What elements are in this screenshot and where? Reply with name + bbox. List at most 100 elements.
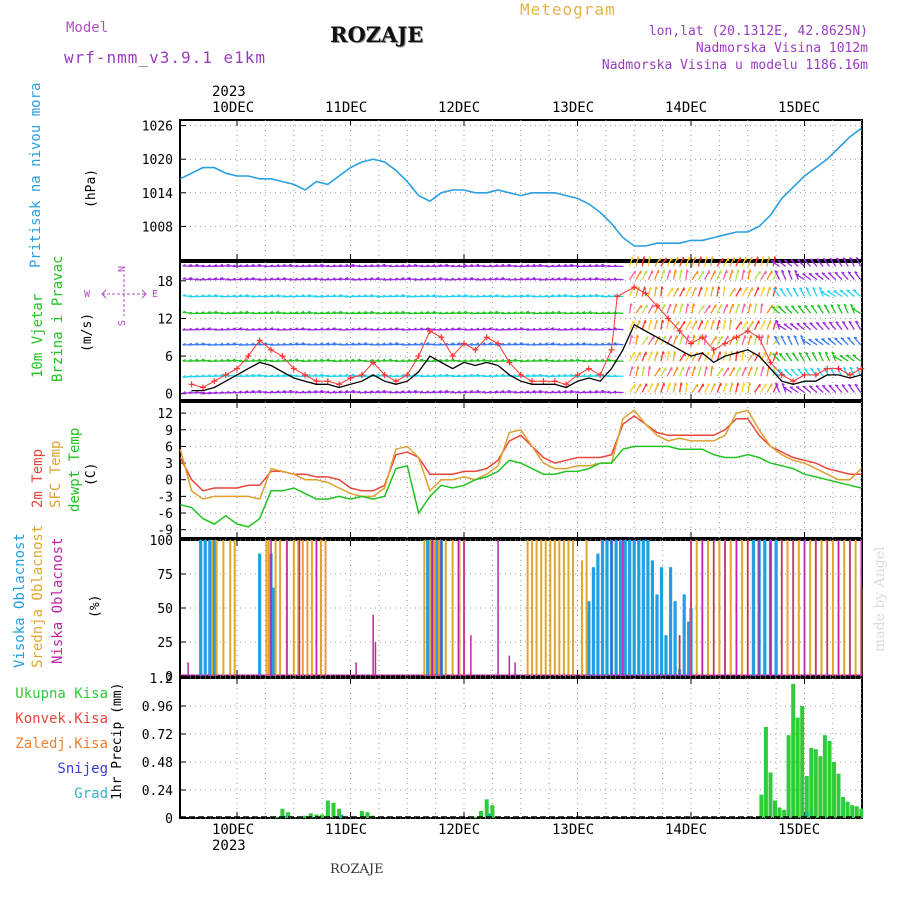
wind-arrow-head-icon — [338, 390, 342, 393]
wind-arrow-head-icon — [556, 327, 561, 331]
cloud-mid-bar — [831, 540, 834, 676]
cloud-low-bar — [270, 540, 272, 676]
wind-arrow-head-icon — [301, 277, 305, 280]
wind-arrow-icon — [729, 257, 735, 267]
wind-arrow-head-icon — [432, 327, 436, 331]
wind-arrow-head-icon — [319, 294, 324, 298]
wind-arrow-icon — [685, 303, 689, 314]
wind-arrow-head-icon — [507, 311, 511, 314]
cloud-mid-bar — [265, 540, 268, 676]
wind-arrow-head-icon — [400, 359, 405, 362]
cloud-low-bar — [298, 540, 301, 676]
wind-arrow-head-icon — [688, 256, 691, 261]
wind-arrow-icon — [766, 270, 773, 280]
cloud-high-bar — [619, 540, 623, 676]
wind-arrow-head-icon — [531, 311, 536, 315]
wind-arrow-head-icon — [705, 334, 708, 338]
wind-arrow-icon — [791, 352, 799, 362]
wind-arrow-head-icon — [531, 327, 536, 331]
wind-arrow-head-icon — [201, 311, 205, 314]
wind-arrow-head-icon — [357, 277, 361, 281]
precip-total-bar — [813, 749, 818, 818]
wind-arrow-icon — [282, 391, 293, 394]
wind-arrow-head-icon — [201, 342, 205, 345]
day-label-top-2: 12DEC — [438, 100, 481, 116]
wind-arrow-head-icon — [661, 319, 665, 323]
wind-arrow-head-icon — [288, 358, 292, 361]
wind-arrow-head-icon — [438, 276, 442, 280]
wind-arrow-icon — [771, 306, 780, 314]
wind-arrow-icon — [629, 334, 633, 345]
wind-arrow-head-icon — [232, 277, 236, 281]
wind-arrow-head-icon — [544, 294, 548, 297]
cloud-high-bar — [208, 540, 212, 676]
wind-arrow-head-icon — [450, 358, 455, 361]
wind-arrow-head-icon — [244, 293, 249, 297]
wind-arrow-icon — [251, 265, 262, 268]
wind-arrow-head-icon — [723, 286, 727, 290]
wind-arrow-head-icon — [469, 389, 473, 393]
wind-arrow-head-icon — [724, 319, 727, 323]
wind-arrow-icon — [814, 272, 824, 281]
wind-arrow-head-icon — [282, 327, 286, 331]
cloud-high-bar — [623, 540, 627, 676]
precip-total-bar — [490, 805, 495, 818]
wind-arrow-icon — [728, 269, 733, 280]
wind-arrow-icon — [629, 303, 632, 314]
wind-arrow-head-icon — [494, 277, 498, 280]
wind-arrow-head-icon — [413, 263, 417, 266]
wind-arrow-icon — [704, 270, 710, 280]
wind-arrow-head-icon — [694, 366, 697, 370]
wind-arrow-head-icon — [332, 310, 336, 314]
wind-arrow-head-icon — [201, 391, 205, 395]
wind-arrow-head-icon — [848, 320, 852, 324]
wind-arrow-icon — [660, 257, 667, 267]
wind-arrow-icon — [697, 256, 702, 267]
wind-arrow-head-icon — [182, 374, 186, 378]
compass-w: W — [84, 289, 91, 300]
wind-arrow-head-icon — [438, 342, 442, 346]
wind-arrow-head-icon — [581, 374, 586, 377]
wind-arrow-head-icon — [613, 294, 617, 297]
wind-arrow-icon — [629, 383, 636, 393]
wind-arrow-head-icon — [432, 359, 436, 362]
ytick-label-cloud: 50 — [157, 602, 173, 617]
wind-arrow-head-icon — [301, 264, 305, 267]
ytick-label-temp: 3 — [165, 457, 173, 472]
wind-arrow-head-icon — [600, 294, 604, 298]
wind-arrow-icon — [760, 334, 764, 345]
wind-arrow-head-icon — [369, 359, 373, 362]
wind-arrow-icon — [451, 343, 462, 346]
precip-total-bar — [782, 809, 787, 818]
wind-arrow-head-icon — [226, 327, 230, 330]
wind-gust-line — [191, 286, 862, 389]
wind-arrow-head-icon — [711, 256, 714, 260]
wind-arrow-head-icon — [325, 264, 330, 268]
wind-arrow-head-icon — [400, 327, 405, 331]
wind-arrow-head-icon — [251, 294, 255, 298]
wind-arrow-head-icon — [276, 359, 280, 362]
wind-arrow-head-icon — [519, 359, 523, 362]
cloud-mid-bar — [854, 540, 857, 676]
wind-arrow-icon — [629, 286, 634, 297]
wind-arrow-head-icon — [369, 264, 373, 267]
wind-arrow-head-icon — [532, 342, 536, 346]
wind-arrow-head-icon — [363, 264, 367, 267]
precip-total-bar — [800, 706, 805, 818]
wind-arrow-head-icon — [686, 382, 689, 386]
wind-arrow-icon — [629, 351, 635, 362]
wind-arrow-icon — [834, 271, 843, 281]
wind-arrow-head-icon — [513, 277, 517, 281]
wind-arrow-icon — [722, 382, 728, 393]
wind-arrow-icon — [716, 286, 720, 297]
wind-arrow-head-icon — [450, 374, 455, 378]
wind-arrow-icon — [513, 343, 524, 346]
wind-arrow-head-icon — [338, 277, 342, 280]
wind-arrow-head-icon — [332, 277, 336, 280]
wind-arrow-head-icon — [737, 382, 740, 386]
wind-arrow-icon — [839, 289, 849, 298]
wind-arrow-head-icon — [226, 294, 230, 298]
wind-arrow-head-icon — [569, 373, 573, 376]
wind-arrow-icon — [801, 339, 812, 346]
wind-arrow-head-icon — [351, 263, 355, 266]
